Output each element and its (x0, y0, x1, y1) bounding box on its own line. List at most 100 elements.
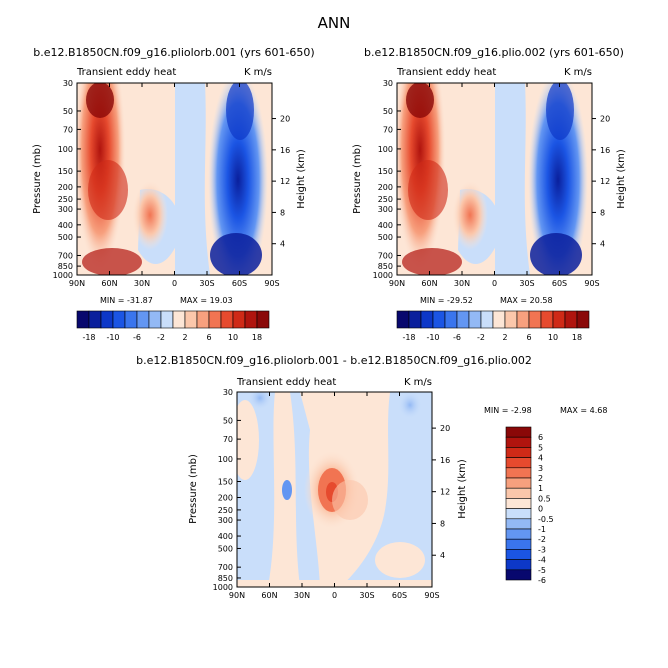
colorbar-box (256, 310, 270, 329)
colorbar-box (196, 310, 210, 329)
panel-2-max: MAX = 20.58 (500, 296, 553, 305)
colorbar-box (88, 310, 102, 329)
panel-1-title: b.e12.B1850CN.f09_g16.pliolorb.001 (yrs … (33, 46, 314, 59)
x-tick-label: 60S (232, 279, 247, 288)
panel-1-left-label: Transient eddy heat (76, 67, 176, 78)
x-tick-label: 0 (492, 279, 497, 288)
y2-tick-label: 4 (280, 240, 285, 249)
colorbar-box (528, 310, 542, 329)
panel-3-title: b.e12.B1850CN.f09_g16.pliolorb.001 - b.e… (136, 354, 532, 367)
y-tick-label: 200 (58, 183, 73, 192)
y-tick-label: 250 (218, 506, 233, 515)
x-tick-label: 30N (134, 279, 150, 288)
y2-tick-label: 20 (280, 115, 290, 124)
colorbar-box (505, 538, 532, 550)
colorbar-label: -10 (106, 333, 119, 342)
y-tick-label: 700 (218, 563, 233, 572)
y-tick-label: 300 (218, 516, 233, 525)
colorbar-label: -6 (538, 576, 546, 585)
colorbar-label: 18 (252, 333, 262, 342)
colorbar-box (540, 310, 554, 329)
panel-1-field (77, 83, 272, 275)
colorbar-box (505, 467, 532, 479)
panel-1-y2label: Height (km) (296, 149, 307, 209)
y-tick-label: 850 (218, 574, 233, 583)
colorbar-label: 6 (206, 333, 211, 342)
y-tick-label: 100 (218, 455, 233, 464)
x-tick-label: 90S (584, 279, 599, 288)
colorbar-box (505, 447, 532, 458)
colorbar-box (420, 310, 434, 329)
y-tick-label: 150 (218, 478, 233, 487)
y-tick-label: 1000 (213, 583, 233, 592)
colorbar-box (505, 457, 532, 469)
colorbar-box (564, 310, 578, 329)
colorbar-label: -10 (426, 333, 439, 342)
colorbar-box (552, 310, 566, 329)
panel-2-colorbar: -18 -10 -6 -2 2 6 10 18 (396, 310, 590, 342)
colorbar-box (148, 310, 162, 329)
colorbar-box (456, 310, 470, 329)
colorbar-label: 3 (538, 464, 543, 473)
colorbar-box (505, 569, 532, 581)
y-tick-label: 30 (383, 79, 393, 88)
x-tick-label: 60S (552, 279, 567, 288)
y-tick-label: 500 (58, 233, 73, 242)
colorbar-box (172, 310, 186, 329)
colorbar-label: -6 (453, 333, 461, 342)
y-tick-label: 30 (223, 388, 233, 397)
panel-2-field (397, 83, 592, 275)
colorbar-box (112, 310, 126, 329)
y2-tick-label: 16 (280, 146, 290, 155)
colorbar-box (505, 549, 532, 560)
y2-tick-label: 16 (440, 456, 450, 465)
y-tick-label: 70 (63, 125, 73, 134)
y-tick-label: 850 (58, 262, 73, 271)
y-tick-label: 70 (223, 435, 233, 444)
panel-1-min: MIN = -31.87 (100, 296, 153, 305)
colorbar-box (516, 310, 530, 329)
panel-2-title: b.e12.B1850CN.f09_g16.plio.002 (yrs 601-… (364, 46, 624, 59)
y-tick-label: 700 (378, 251, 393, 260)
colorbar-label: 6 (538, 433, 543, 442)
colorbar-box (220, 310, 234, 329)
y-tick-label: 200 (218, 493, 233, 502)
y-tick-label: 150 (378, 167, 393, 176)
y-tick-label: 400 (218, 532, 233, 541)
y2-tick-label: 20 (440, 424, 450, 433)
y-tick-label: 70 (383, 125, 393, 134)
y-tick-label: 700 (58, 251, 73, 260)
y-tick-label: 850 (378, 262, 393, 271)
y-tick-label: 400 (378, 221, 393, 230)
colorbar-label: 0.5 (538, 494, 551, 503)
colorbar-label: 2 (182, 333, 187, 342)
panel-3-x-ticks: 90N 60N 30N 0 30S 60S 90S (229, 392, 440, 600)
x-tick-label: 30N (294, 591, 310, 600)
x-tick-label: 60S (392, 591, 407, 600)
y-tick-label: 50 (63, 107, 73, 116)
y-tick-label: 400 (58, 221, 73, 230)
colorbar-box (100, 310, 114, 329)
y-tick-label: 250 (58, 195, 73, 204)
colorbar-label: 10 (548, 333, 558, 342)
colorbar-box (505, 559, 532, 571)
panel-1-x-ticks: 90N 60N 30N 0 30S 60S 90S (69, 83, 280, 288)
y-tick-label: 500 (218, 544, 233, 553)
y-tick-label: 50 (223, 416, 233, 425)
panel-3-min: MIN = -2.98 (484, 406, 532, 415)
x-tick-label: 60N (261, 591, 277, 600)
colorbar-box (505, 508, 532, 520)
panel-3-y2-ticks: 20 16 12 8 4 (432, 424, 450, 560)
y-tick-label: 1000 (373, 271, 393, 280)
colorbar-label: -0.5 (538, 515, 554, 524)
colorbar-box (505, 498, 532, 509)
panel-3-right-label: K m/s (404, 377, 432, 388)
colorbar-box (444, 310, 458, 329)
panel-3-left-label: Transient eddy heat (236, 377, 336, 388)
colorbar-box (76, 310, 90, 329)
colorbar-box (505, 487, 532, 499)
colorbar-label: 6 (526, 333, 531, 342)
x-tick-label: 90S (424, 591, 439, 600)
colorbar-box (208, 310, 222, 329)
colorbar-label: 2 (538, 474, 543, 483)
